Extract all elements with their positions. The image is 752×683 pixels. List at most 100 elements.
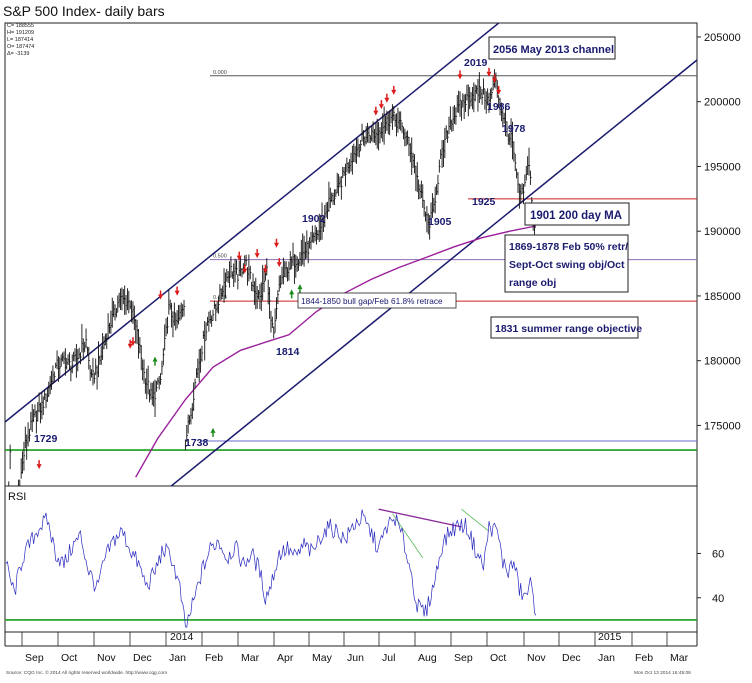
sell-signal-arrow [457, 74, 463, 80]
month-tick-label: Apr [277, 652, 294, 664]
sell-signal-arrow [496, 89, 502, 95]
month-tick-label: Oct [61, 652, 77, 664]
month-tick-label: Jun [347, 652, 364, 664]
sell-signal-arrow [262, 268, 268, 274]
level-labels: 2019 1986 1978 1925 1905 1902 1814 1738 … [34, 57, 526, 449]
sell-signal-arrow [36, 464, 42, 470]
buy-signal-arrow [297, 284, 303, 290]
footer-timestamp: Mon Oct 13 2014 16:45:08 [634, 670, 691, 676]
annotation-gap-box [297, 292, 457, 309]
sell-signal-arrow [492, 78, 498, 84]
level-label-1986: 1986 [487, 101, 511, 113]
month-tick-label: Feb [635, 652, 653, 664]
sell-signal-arrow [276, 262, 282, 268]
level-label-1925: 1925 [472, 196, 496, 208]
annotation-fib-line-1: 1869-1878 Feb 50% retr/ [509, 241, 628, 253]
level-label-1814: 1814 [276, 346, 300, 358]
sell-signal-arrow [378, 104, 384, 110]
stat-close: C= 188555 [7, 23, 34, 29]
sell-signal-arrow [130, 341, 136, 347]
level-label-1729: 1729 [34, 433, 58, 445]
footer-source: Source: CQG Inc. © 2014 All rights reser… [6, 669, 167, 676]
stat-low: L= 187414 [7, 37, 33, 43]
buy-signal-arrow [289, 289, 295, 295]
month-tick-label: Mar [670, 652, 689, 664]
annotation-channel-box [488, 36, 616, 60]
month-tick-label: May [312, 652, 333, 664]
price-y-tick-label: 185000 [704, 291, 741, 303]
annotation-summer-text: 1831 summer range objective [495, 323, 642, 335]
year-label: 2014 [170, 631, 194, 643]
month-tick-label: Nov [97, 652, 116, 664]
rsi-trendline-2 [461, 508, 490, 532]
month-tick-label: Feb [205, 652, 223, 664]
price-y-tick-label: 180000 [704, 356, 741, 368]
stat-change: Δ= -3139 [7, 51, 29, 57]
level-line-label-0: 0.000 [213, 70, 227, 76]
rsi-trendline-1 [392, 513, 424, 559]
buy-signal-arrow [210, 427, 216, 433]
sell-signal-arrow [158, 294, 164, 300]
rsi-y-tick-label: 60 [712, 548, 724, 560]
month-tick-label: Oct [490, 652, 506, 664]
month-tick-label: Jul [382, 652, 395, 664]
price-y-tick-label: 205000 [704, 32, 741, 44]
price-layer: 0.0000.5000.618 [5, 23, 697, 486]
sell-signal-arrow [391, 89, 397, 95]
sell-signal-arrow [174, 290, 180, 296]
sell-signal-arrow [236, 255, 242, 261]
sell-signal-arrow [486, 71, 492, 77]
annotation-summer: 1831 summer range objective [490, 316, 642, 339]
rsi-layer [5, 508, 697, 628]
level-label-1902: 1902 [302, 213, 326, 225]
annotation-ma-box [524, 202, 630, 226]
month-tick-label: Dec [133, 652, 152, 664]
header-stats: C= 188555 H= 191209 L= 187414 O= 187474 … [7, 23, 34, 57]
level-label-2019: 2019 [464, 57, 488, 69]
month-tick-label: Aug [418, 652, 437, 664]
year-label: 2015 [598, 631, 622, 643]
stat-high: H= 191209 [7, 30, 34, 36]
price-y-tick-label: 175000 [704, 420, 741, 432]
rsi-y-tick-label: 40 [712, 593, 724, 605]
axis-layer: 175000 180000 185000 190000 195000 200000 2050… [21, 32, 741, 664]
month-tick-label: Nov [527, 652, 546, 664]
annotation-fib-box [504, 234, 629, 293]
sell-signal-arrow [254, 253, 260, 259]
sell-signal-arrow [127, 343, 133, 349]
annotation-fib: 1869-1878 Feb 50% retr/ Sept-Oct swing o… [504, 234, 629, 293]
month-tick-label: Jan [598, 652, 615, 664]
buy-signal-arrow [152, 356, 158, 362]
level-label-1738: 1738 [185, 437, 209, 449]
chart-title: S&P 500 Index- daily bars [3, 3, 165, 19]
stat-open: O= 187474 [7, 44, 34, 50]
annotation-gap: 1844-1850 bull gap/Feb 61.8% retrace [297, 292, 457, 309]
annotation-fib-line-2: Sept-Oct swing obj/Oct [509, 259, 625, 271]
price-y-tick-label: 190000 [704, 226, 741, 238]
month-tick-label: Jan [169, 652, 186, 664]
annotation-ma: 1901 200 day MA [524, 202, 630, 226]
price-y-tick-label: 200000 [704, 97, 741, 109]
month-tick-label: Sep [454, 652, 473, 664]
channel-lower-line [170, 59, 697, 486]
month-tick-label: Mar [241, 652, 260, 664]
sell-signal-arrow [384, 97, 390, 103]
annotation-ma-text: 1901 200 day MA [530, 210, 622, 222]
annotation-gap-text: 1844-1850 bull gap/Feb 61.8% retrace [301, 296, 443, 306]
annotation-channel-text: 2056 May 2013 channel [493, 44, 614, 56]
sell-signal-arrow [273, 242, 279, 248]
rsi-title: RSI [8, 491, 26, 503]
price-y-tick-label: 195000 [704, 161, 741, 173]
month-tick-label: Sep [25, 652, 44, 664]
month-tick-label: Dec [562, 652, 581, 664]
channel-upper-line [5, 23, 500, 423]
annotation-channel: 2056 May 2013 channel [488, 36, 616, 60]
level-line-label-2: 0.500 [213, 254, 227, 260]
rsi-panel-frame [4, 485, 698, 633]
annotation-fib-line-3: range obj [509, 277, 556, 289]
rsi-line [5, 509, 537, 628]
sell-signal-arrow [242, 268, 248, 274]
sell-signal-arrow [373, 110, 379, 116]
